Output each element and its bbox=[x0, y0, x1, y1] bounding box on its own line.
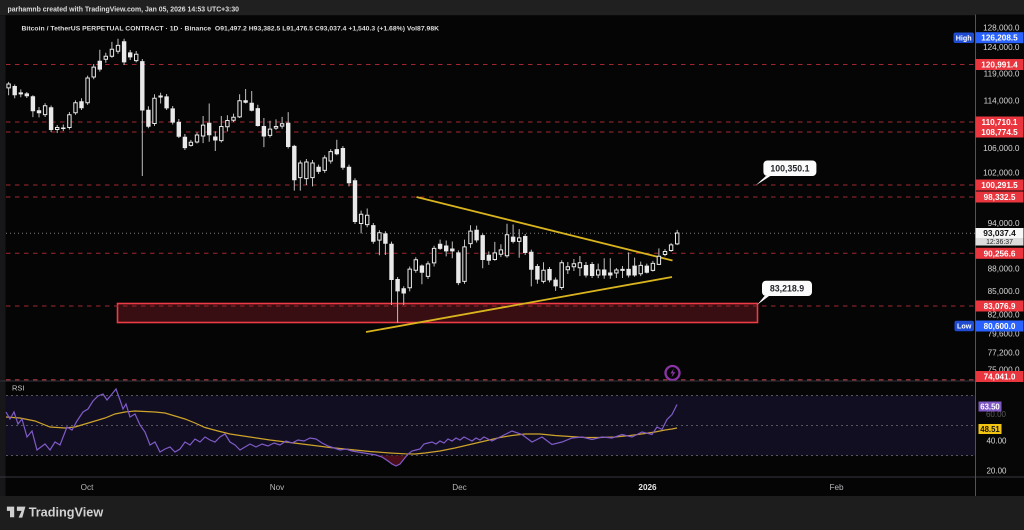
svg-text:82,000.0: 82,000.0 bbox=[988, 311, 1020, 320]
svg-text:126,208.5: 126,208.5 bbox=[981, 34, 1018, 43]
svg-text:114,000.0: 114,000.0 bbox=[984, 97, 1020, 106]
svg-text:63.50: 63.50 bbox=[980, 403, 1000, 412]
svg-text:High: High bbox=[956, 34, 972, 43]
svg-text:Nov: Nov bbox=[270, 483, 285, 492]
svg-text:90,256.6: 90,256.6 bbox=[984, 249, 1016, 258]
svg-text:2026: 2026 bbox=[638, 483, 657, 492]
svg-text:124,000.0: 124,000.0 bbox=[983, 43, 1020, 52]
svg-text:108,774.5: 108,774.5 bbox=[981, 128, 1018, 137]
svg-text:parhamnb created with TradingV: parhamnb created with TradingView.com, J… bbox=[8, 7, 240, 14]
svg-text:RSI: RSI bbox=[12, 384, 25, 393]
svg-text:12:36:37: 12:36:37 bbox=[986, 239, 1013, 246]
svg-text:94,000.0: 94,000.0 bbox=[988, 219, 1020, 228]
svg-text:74,041.0: 74,041.0 bbox=[984, 373, 1016, 382]
svg-text:Bitcoin / TetherUS PERPETUAL C: Bitcoin / TetherUS PERPETUAL CONTRACT · … bbox=[22, 25, 440, 32]
svg-text:102,000.0: 102,000.0 bbox=[983, 169, 1020, 178]
svg-text:48.51: 48.51 bbox=[980, 425, 1000, 434]
svg-text:98,332.5: 98,332.5 bbox=[984, 193, 1016, 202]
svg-text:77,200.0: 77,200.0 bbox=[988, 349, 1020, 358]
svg-text:20.00: 20.00 bbox=[986, 467, 1007, 476]
svg-text:93,037.4: 93,037.4 bbox=[983, 228, 1016, 238]
svg-text:83,218.9: 83,218.9 bbox=[770, 284, 804, 294]
svg-text:60.00: 60.00 bbox=[986, 410, 1007, 419]
svg-text:128,000.0: 128,000.0 bbox=[983, 24, 1020, 33]
svg-text:100,350.1: 100,350.1 bbox=[770, 163, 809, 173]
svg-text:Feb: Feb bbox=[829, 483, 844, 492]
svg-text:Oct: Oct bbox=[81, 483, 94, 492]
svg-text:75,000.0: 75,000.0 bbox=[988, 366, 1020, 375]
svg-text:79,600.0: 79,600.0 bbox=[988, 330, 1020, 339]
svg-text:106,000.0: 106,000.0 bbox=[983, 144, 1020, 153]
svg-text:85,000.0: 85,000.0 bbox=[988, 287, 1020, 296]
svg-text:83,076.9: 83,076.9 bbox=[984, 302, 1016, 311]
svg-text:TradingView: TradingView bbox=[29, 505, 104, 519]
svg-text:80,600.0: 80,600.0 bbox=[984, 322, 1016, 331]
svg-text:Dec: Dec bbox=[452, 483, 467, 492]
svg-text:100,291.5: 100,291.5 bbox=[981, 181, 1018, 190]
svg-text:Low: Low bbox=[957, 322, 972, 331]
svg-text:119,000.0: 119,000.0 bbox=[984, 70, 1020, 79]
svg-text:120,991.4: 120,991.4 bbox=[981, 61, 1018, 70]
svg-text:110,710.1: 110,710.1 bbox=[982, 118, 1018, 127]
svg-text:88,000.0: 88,000.0 bbox=[988, 265, 1020, 274]
svg-text:40.00: 40.00 bbox=[986, 437, 1007, 446]
